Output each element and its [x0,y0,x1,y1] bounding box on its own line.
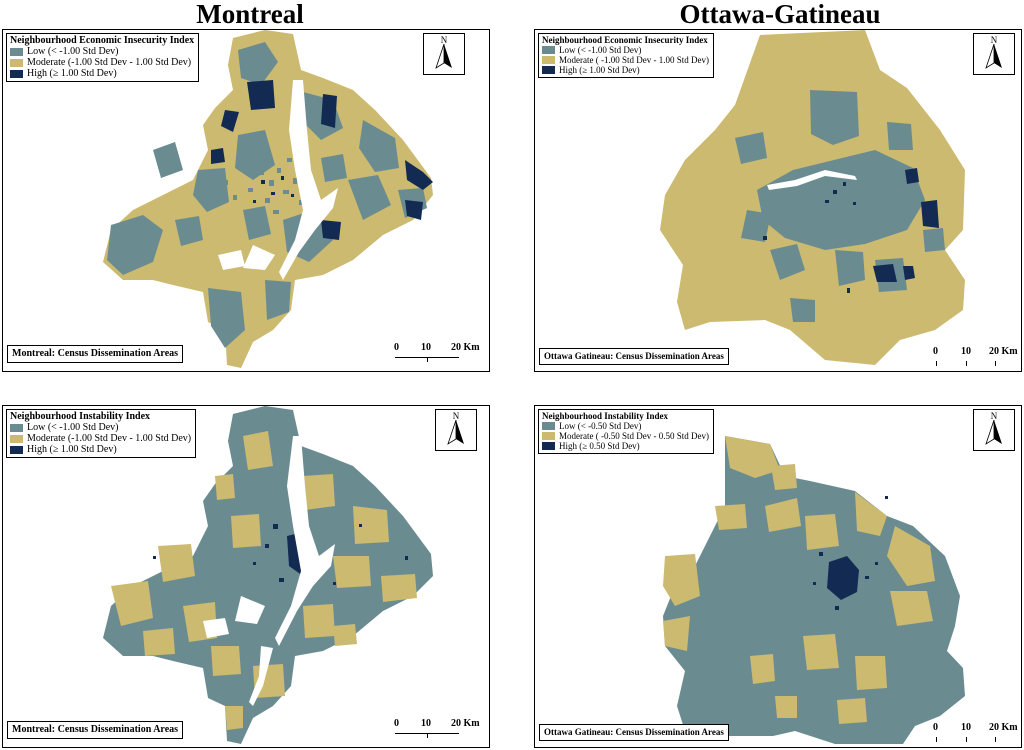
legend-label-high: High (≥ 0.50 Std Dev) [559,441,640,451]
north-label: N [991,411,998,421]
north-arrow-icon: N [973,409,1015,451]
map-caption: Montreal: Census Dissemination Areas [7,345,184,363]
legend-swatch-low [10,423,23,432]
legend-label-moderate: Moderate ( -0.50 Std Dev - 0.50 Std Dev) [559,431,709,441]
ottawa-instability-map [663,436,965,744]
legend-swatch-moderate [10,58,23,67]
legend-item-moderate: Moderate (-1.00 Std Dev - 1.00 Std Dev) [10,57,194,68]
scale-label-20: 20 Km [989,346,1018,357]
legend-item-high: High (≥ 1.00 Std Dev) [542,65,709,75]
north-label: N [441,35,448,45]
montreal-economic-map [103,30,433,368]
scale-label-10: 10 [421,718,431,729]
ottawa-low-areas [735,90,945,322]
scale-label-10: 10 [961,722,971,733]
legend-swatch-high [10,445,23,454]
legend-item-high: High (≥ 1.00 Std Dev) [10,444,191,455]
montreal-moderate-areas [111,431,417,730]
scale-label-0: 0 [394,342,399,353]
ottawa-moderate-areas [663,436,935,724]
scale-bar: 0 10 20 Km [391,342,481,364]
legend-item-low: Low (< -0.50 Std Dev) [542,421,709,431]
montreal-rivers [218,80,338,280]
north-label: N [991,35,998,45]
north-arrow-icon: N [973,33,1015,75]
ottawa-high-areas [813,496,888,610]
map-caption: Montreal: Census Dissemination Areas [7,721,184,739]
legend-label-moderate: Moderate (-1.00 Std Dev - 1.00 Std Dev) [27,433,192,444]
scale-label-20: 20 Km [451,718,480,729]
scale-label-0: 0 [394,718,399,729]
legend-swatch-moderate [542,432,555,440]
ottawa-high-areas [763,168,939,293]
legend-swatch-low [542,422,555,430]
scale-label-0: 0 [933,346,938,357]
map-caption: Ottawa Gatineau: Census Dissemination Ar… [539,348,729,365]
montreal-column-title: Montreal [196,0,304,29]
legend-label-low: Low (< -1.00 Std Dev) [27,46,119,57]
legend-swatch-moderate [542,56,555,64]
montreal-region-low [103,406,433,744]
scale-label-20: 20 Km [989,722,1018,733]
scale-label-20: 20 Km [451,342,480,353]
legend-item-high: High (≥ 0.50 Std Dev) [542,441,709,451]
legend-item-moderate: Moderate ( -0.50 Std Dev - 0.50 Std Dev) [542,431,709,441]
legend-label-high: High (≥ 1.00 Std Dev) [559,65,640,75]
legend-item-moderate: Moderate ( -1.00 Std Dev - 1.00 Std Dev) [542,55,709,65]
legend-label-low: Low (< -1.00 Std Dev) [27,422,119,433]
legend-label-high: High (≥ 1.00 Std Dev) [27,444,117,455]
legend-swatch-high [542,442,555,450]
legend-swatch-low [10,47,23,56]
legend-montreal-instability: Neighbourhood Instability Index Low (< -… [6,409,197,458]
map-caption: Ottawa Gatineau: Census Dissemination Ar… [539,724,729,741]
legend-title: Neighbourhood Instability Index [10,411,151,422]
ottawa-river [767,170,857,190]
scale-bar: 0 10 20 Km [391,718,481,740]
montreal-low-small-tracts [223,158,304,214]
scale-bar: 0 10 20 Km [931,722,1021,744]
north-label: N [453,411,460,421]
legend-swatch-high [542,66,555,74]
legend-item-moderate: Moderate (-1.00 Std Dev - 1.00 Std Dev) [10,433,191,444]
legend-label-low: Low (< -1.00 Std Dev) [559,45,642,55]
legend-title: Neighbourhood Instability Index [542,411,669,421]
legend-item-high: High (≥ 1.00 Std Dev) [10,68,194,79]
north-arrow-icon: N [435,409,477,451]
scale-label-10: 10 [961,346,971,357]
scale-label-10: 10 [421,342,431,353]
map-panel-montreal-instability: Neighbourhood Instability Index Low (< -… [2,405,490,748]
legend-swatch-high [10,69,23,78]
legend-label-moderate: Moderate ( -1.00 Std Dev - 1.00 Std Dev) [559,55,709,65]
map-panel-montreal-economic-insecurity: Neighbourhood Economic Insecurity Index … [2,29,490,372]
ottawa-economic-map [660,30,965,365]
legend-ottawa-instability: Neighbourhood Instability Index Low (< -… [538,409,714,454]
legend-item-low: Low (< -1.00 Std Dev) [10,46,194,57]
map-panel-ottawa-instability: Neighbourhood Instability Index Low (< -… [534,405,1022,748]
scale-label-0: 0 [933,722,938,733]
legend-title: Neighbourhood Economic Insecurity Index [10,35,195,46]
north-arrow-icon: N [423,33,465,75]
montreal-instability-map [103,406,433,744]
legend-label-high: High (≥ 1.00 Std Dev) [27,68,117,79]
legend-label-low: Low (< -0.50 Std Dev) [559,421,642,431]
legend-montreal-economic: Neighbourhood Economic Insecurity Index … [6,33,200,82]
legend-item-low: Low (< -1.00 Std Dev) [10,422,191,433]
map-panel-ottawa-economic-insecurity: Neighbourhood Economic Insecurity Index … [534,29,1022,372]
legend-ottawa-economic: Neighbourhood Economic Insecurity Index … [538,33,714,78]
legend-item-low: Low (< -1.00 Std Dev) [542,45,709,55]
legend-swatch-low [542,46,555,54]
montreal-high-areas [211,80,433,240]
scale-bar: 0 10 20 Km [931,346,1021,368]
ottawa-region-low [663,436,965,744]
legend-label-moderate: Moderate (-1.00 Std Dev - 1.00 Std Dev) [27,57,192,68]
montreal-rivers [203,436,335,706]
legend-swatch-moderate [10,434,23,443]
ottawa-gatineau-column-title: Ottawa-Gatineau [679,0,881,29]
legend-title: Neighbourhood Economic Insecurity Index [542,35,708,45]
